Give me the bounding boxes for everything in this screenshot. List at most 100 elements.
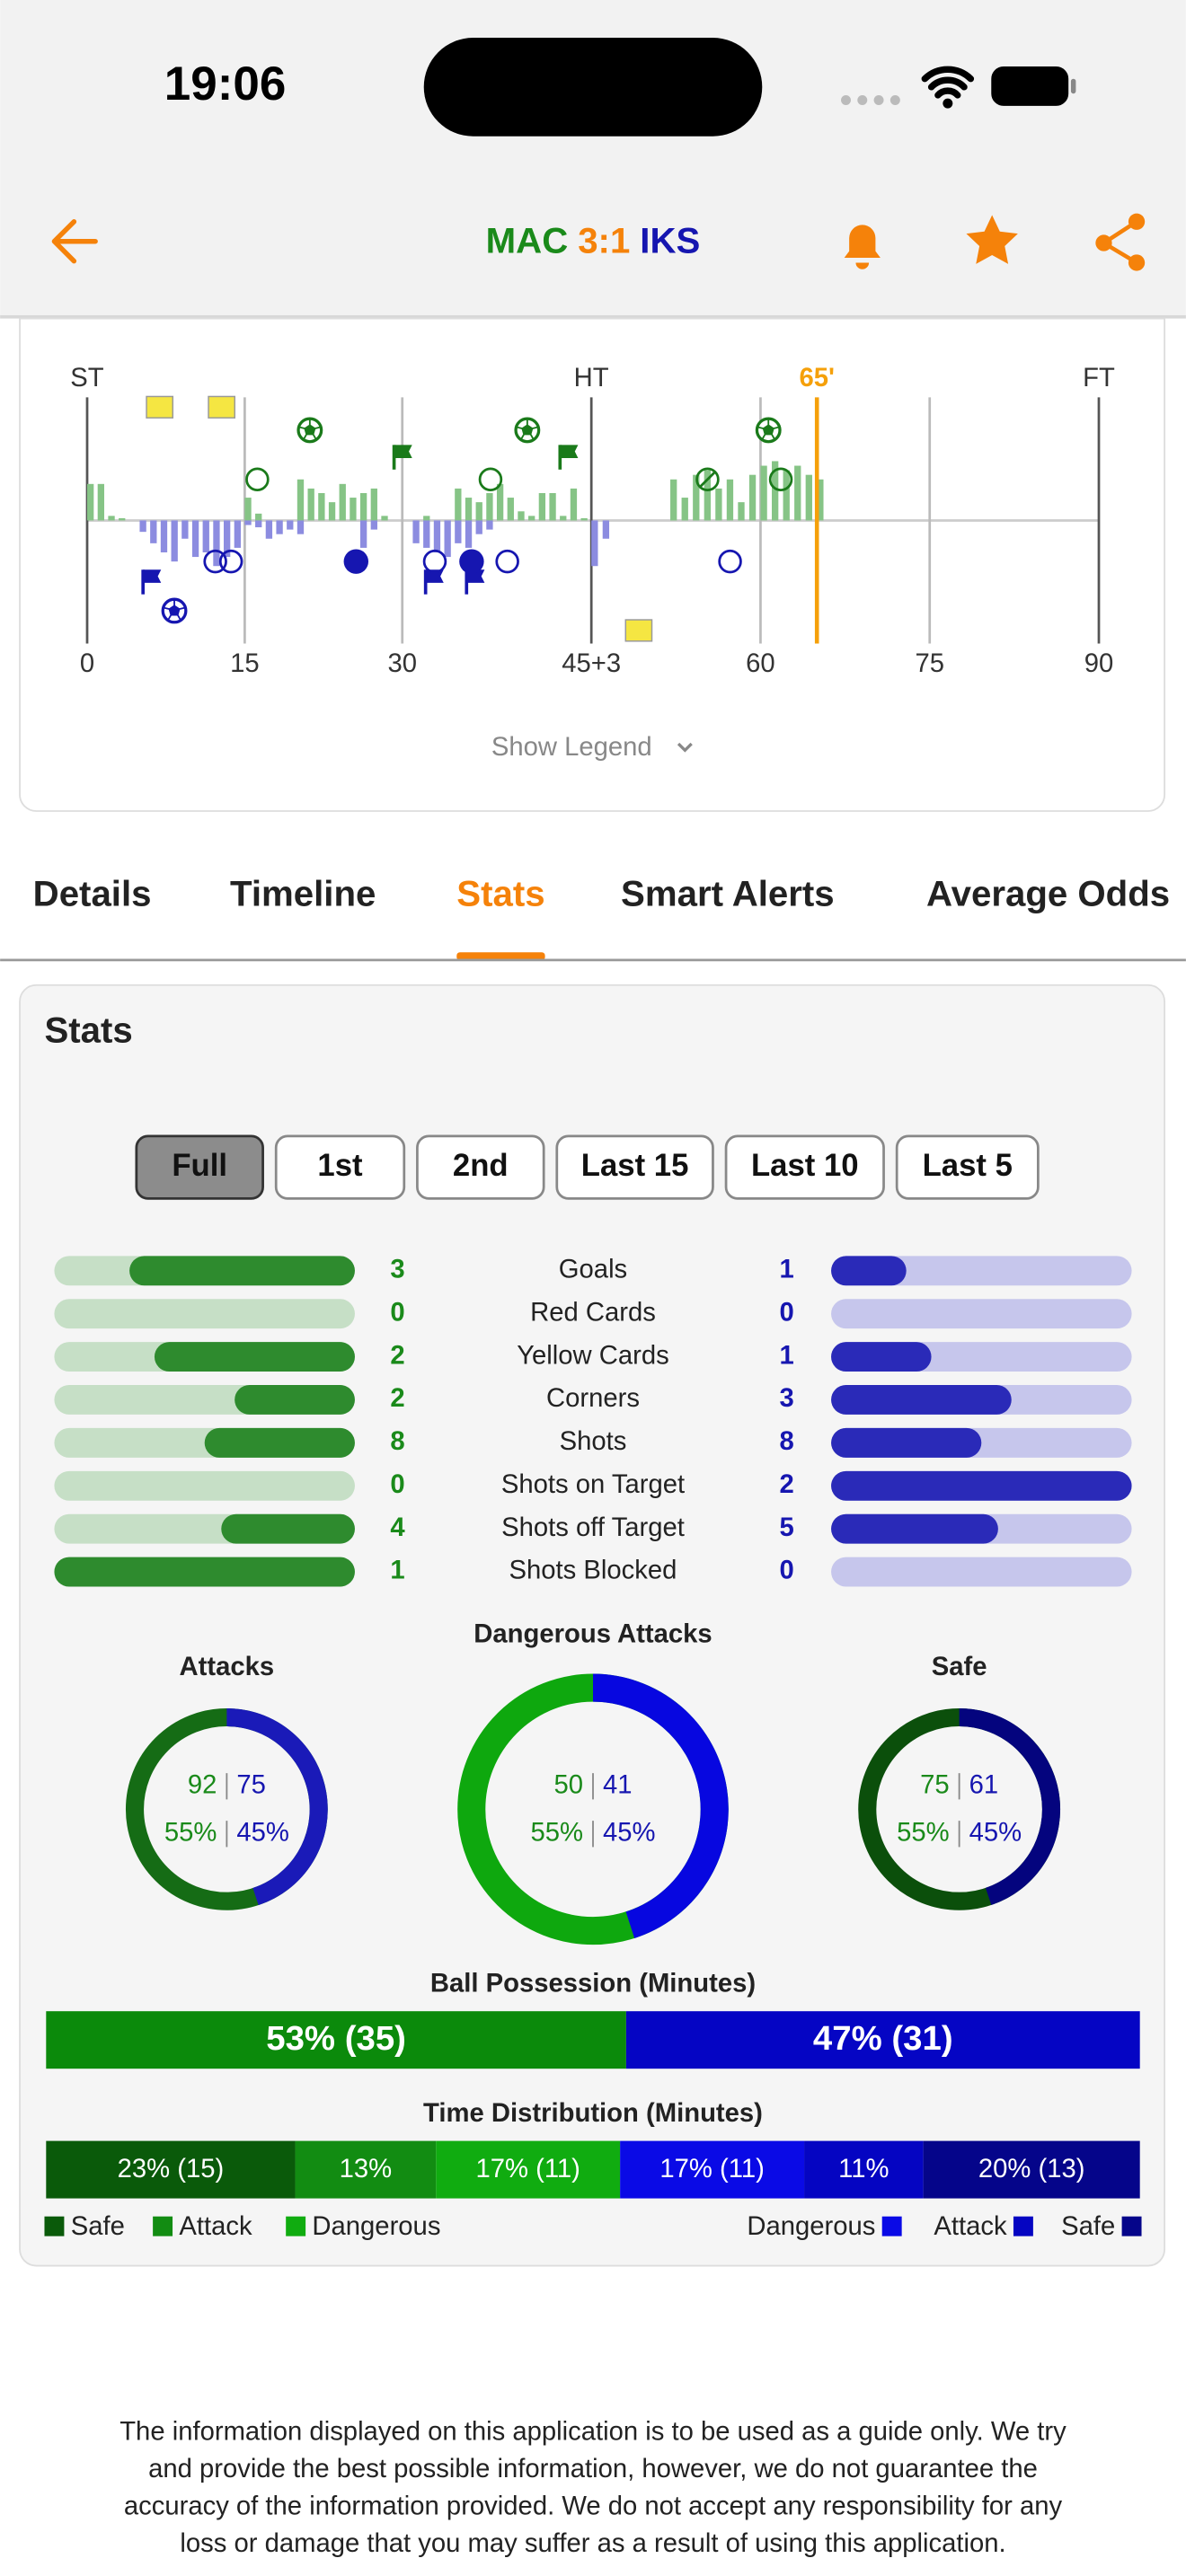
home-bar	[204, 1427, 355, 1458]
period-button[interactable]	[135, 1134, 264, 1200]
away-value: 2	[780, 1470, 794, 1499]
legend-label: Safe	[71, 2212, 125, 2241]
away-event-shot	[718, 549, 742, 574]
period-label[interactable]: Last 10	[751, 1149, 859, 1183]
stat-label: Goals	[559, 1256, 627, 1284]
flag-icon	[560, 445, 579, 458]
distribution-label: 23% (15)	[118, 2155, 225, 2183]
home-momentum-bar	[748, 474, 757, 521]
home-event-shot	[768, 467, 793, 492]
distribution-label: 17% (11)	[659, 2155, 764, 2183]
period-label[interactable]: Last 5	[923, 1149, 1013, 1183]
away-momentum-bar	[359, 520, 367, 548]
period-label[interactable]: 1st	[317, 1149, 363, 1183]
period-button[interactable]	[555, 1134, 714, 1200]
period-label[interactable]: Full	[172, 1149, 227, 1183]
home-momentum-bar	[507, 498, 514, 521]
away-track	[831, 1557, 1132, 1587]
donut-title: Dangerous Attacks	[474, 1619, 712, 1648]
away-value: 1	[780, 1341, 794, 1370]
home-momentum-bar	[670, 479, 677, 521]
tab[interactable]: Details	[33, 874, 152, 914]
home-value: 3	[390, 1256, 404, 1284]
x-tick-label: 90	[1084, 649, 1114, 678]
away-event-shot	[203, 549, 227, 574]
away-count: 75	[236, 1770, 266, 1799]
period-button[interactable]	[274, 1134, 406, 1200]
bell-button[interactable]	[844, 225, 881, 269]
home-count: 75	[920, 1770, 950, 1799]
home-momentum-bar	[296, 479, 305, 521]
home-bar	[54, 1557, 355, 1587]
legend-swatch	[44, 2216, 65, 2236]
home-value: 2	[390, 1384, 404, 1413]
disclaimer-line: The information displayed on this applic…	[119, 2418, 1067, 2447]
away-event-corner	[423, 569, 444, 595]
home-momentum-bar	[87, 483, 94, 521]
home-momentum-bar	[108, 516, 115, 521]
home-momentum-bar	[570, 488, 578, 521]
home-event-goal	[514, 417, 541, 444]
home-track	[54, 1299, 355, 1329]
back-button[interactable]	[51, 219, 98, 264]
home-momentum-bar	[97, 483, 105, 521]
possession-title: Ball Possession (Minutes)	[430, 1970, 756, 1998]
home-pct: 55%	[164, 1819, 217, 1848]
home-momentum-bar	[244, 498, 252, 521]
ball-pattern	[757, 419, 781, 441]
home-momentum-bar	[465, 498, 473, 521]
away-momentum-bar	[296, 520, 305, 534]
x-tick-label: 0	[80, 649, 94, 678]
donut-title: Attacks	[180, 1653, 275, 1681]
away-momentum-bar	[150, 520, 157, 543]
tab[interactable]: Timeline	[230, 874, 376, 914]
home-momentum-bar	[339, 483, 346, 521]
shot-icon	[478, 467, 503, 492]
away-event-corner	[141, 569, 162, 595]
start-marker: ST	[70, 364, 103, 393]
stat-label: Yellow Cards	[517, 1341, 669, 1370]
ball-pattern	[297, 419, 322, 441]
away-value: 5	[780, 1513, 794, 1542]
away-value: 0	[780, 1298, 794, 1327]
tab[interactable]: Stats	[456, 874, 544, 914]
tab[interactable]: Average Odds	[926, 874, 1170, 914]
x-tick-label: 75	[915, 649, 944, 678]
half-marker: HT	[574, 364, 609, 393]
away-momentum-bar	[423, 520, 430, 548]
home-momentum-bar	[760, 465, 767, 521]
period-button[interactable]	[895, 1134, 1040, 1200]
period-button[interactable]	[724, 1134, 885, 1200]
away-momentum-bar	[213, 520, 220, 567]
distribution-segment	[620, 2140, 805, 2199]
home-value: 0	[390, 1298, 404, 1327]
shot-icon	[495, 549, 519, 574]
shot-icon	[203, 549, 227, 574]
home-event-card	[146, 395, 174, 419]
away-event-shot	[495, 549, 519, 574]
share-button[interactable]	[1095, 213, 1146, 271]
home-momentum-bar	[518, 511, 525, 521]
away-bar	[831, 1513, 998, 1544]
home-momentum-bar	[328, 502, 336, 521]
period-label[interactable]: Last 15	[581, 1149, 689, 1183]
home-bar	[221, 1513, 355, 1544]
home-momentum-bar	[475, 502, 482, 521]
stat-label: Shots off Target	[501, 1513, 685, 1542]
period-button[interactable]	[416, 1134, 545, 1200]
legend-toggle[interactable]: Show Legend	[491, 733, 652, 762]
away-team: IKS	[640, 220, 700, 260]
period-label[interactable]: 2nd	[453, 1149, 509, 1183]
away-bar	[831, 1385, 1012, 1415]
legend-chevron[interactable]	[677, 742, 693, 753]
away-count: 61	[969, 1770, 999, 1799]
favorite-button[interactable]	[966, 215, 1018, 264]
away-momentum-bar	[139, 520, 146, 533]
away-momentum-bar	[455, 520, 462, 543]
away-arc	[226, 1707, 328, 1906]
x-tick-label: 60	[746, 649, 775, 678]
dynamic-island	[423, 38, 763, 137]
tab[interactable]: Smart Alerts	[621, 874, 835, 914]
distribution-segment	[295, 2140, 437, 2199]
